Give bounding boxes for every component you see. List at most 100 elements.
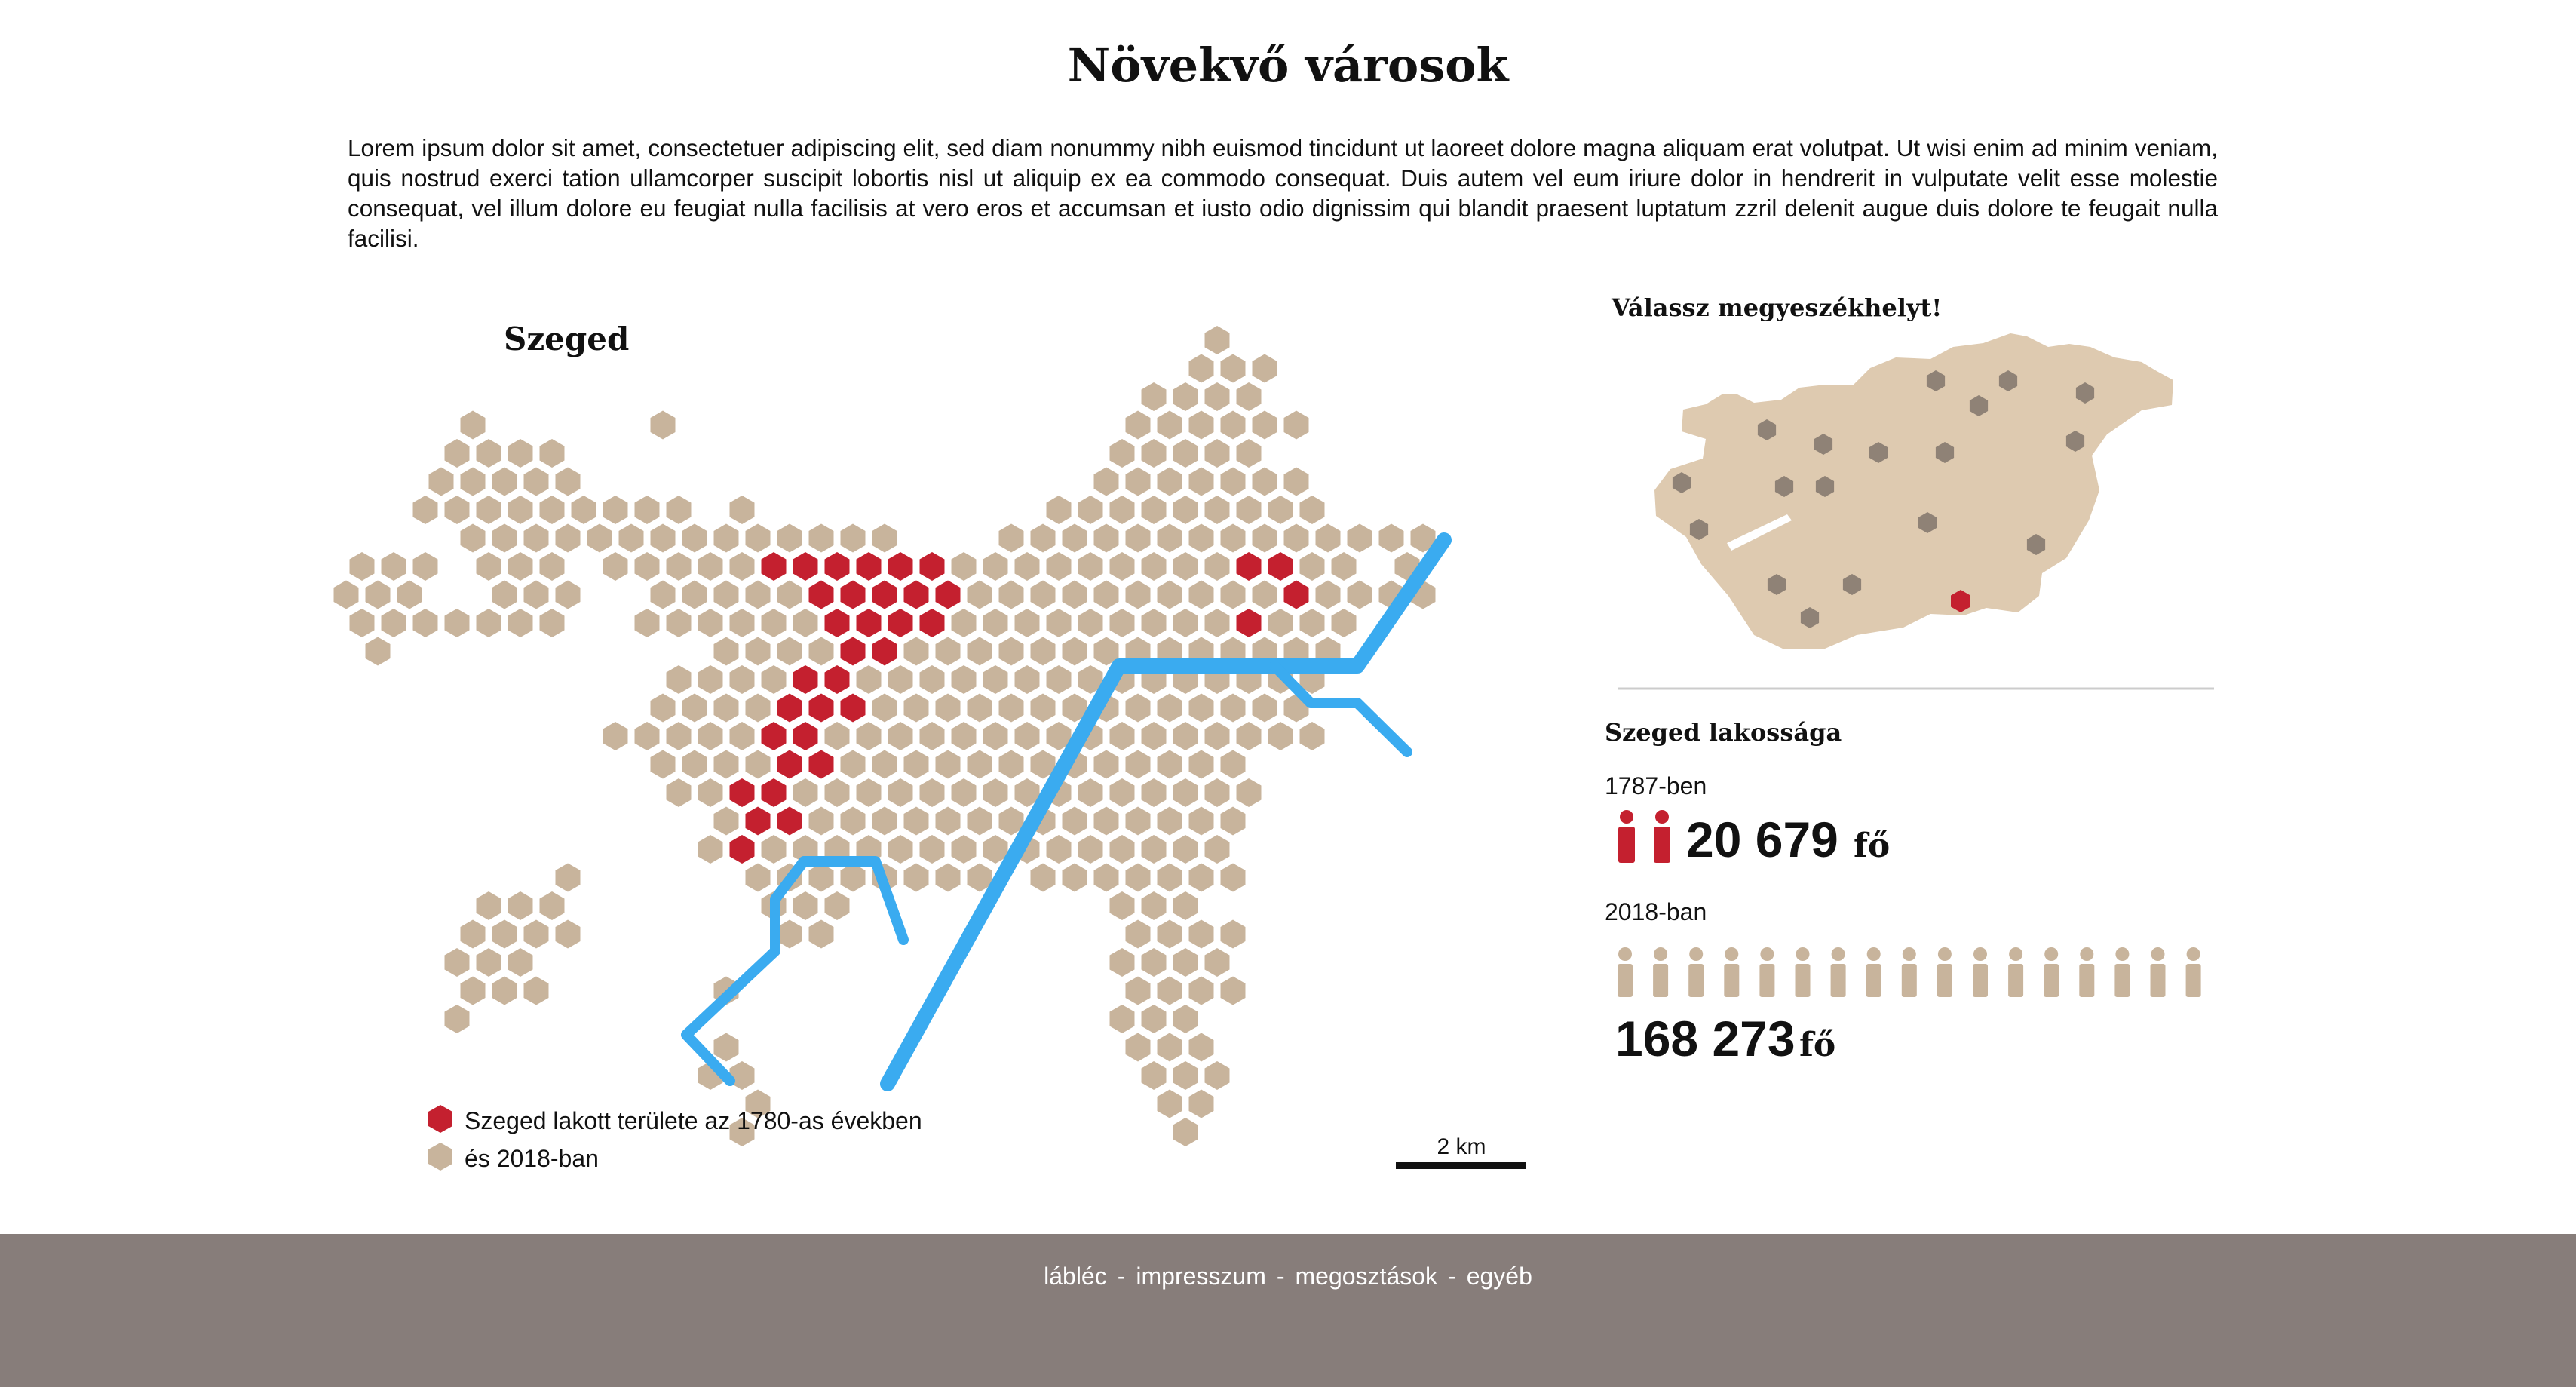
hex-cell-2018 xyxy=(919,722,945,750)
county-seat-marker[interactable] xyxy=(1689,519,1709,540)
hex-cell-2018 xyxy=(1030,580,1056,609)
county-seat-marker[interactable] xyxy=(1815,476,1835,497)
county-seat-marker[interactable] xyxy=(1800,607,1820,628)
county-seat-marker[interactable] xyxy=(1935,442,1955,463)
county-seat-marker[interactable] xyxy=(2026,534,2046,555)
hex-cell-2018 xyxy=(1141,552,1167,581)
county-seat-marker[interactable] xyxy=(1842,574,1862,595)
scale-label: 2 km xyxy=(1437,1134,1486,1159)
county-seat-marker[interactable] xyxy=(1926,370,1946,391)
county-seat-marker[interactable] xyxy=(1672,472,1691,493)
year2-unit: fő xyxy=(1799,1026,1835,1064)
hex-cell-2018 xyxy=(1252,580,1277,609)
footer: lábléc - impresszum - megosztások - egyéb xyxy=(0,1234,2576,1387)
hex-cell-2018 xyxy=(1125,580,1151,609)
hex-cell-2018 xyxy=(1188,523,1214,553)
legend-new-label: és 2018-ban xyxy=(465,1145,599,1172)
hex-cell-2018 xyxy=(1125,976,1151,1005)
footer-separator: - xyxy=(1117,1263,1126,1290)
hex-cell-2018 xyxy=(1188,580,1214,609)
hex-cell-2018 xyxy=(1315,580,1341,609)
hex-cell-2018 xyxy=(476,552,501,581)
hungary-outline xyxy=(1654,333,2173,649)
county-seat-marker[interactable] xyxy=(1969,395,1989,416)
footer-link-megosztasok[interactable]: megosztások xyxy=(1295,1263,1438,1290)
hex-cell-2018 xyxy=(888,778,913,807)
county-seat-marker[interactable] xyxy=(1767,574,1786,595)
hex-cell-2018 xyxy=(603,496,628,524)
hex-cell-2018 xyxy=(951,722,977,750)
hex-cell-2018 xyxy=(476,891,501,920)
county-seat-marker[interactable] xyxy=(1774,476,1794,497)
footer-link-lablec[interactable]: lábléc xyxy=(1044,1263,1107,1290)
hex-cell-2018 xyxy=(682,523,707,553)
hex-cell-2018 xyxy=(539,496,565,524)
hex-cell-2018 xyxy=(1125,1033,1151,1062)
population-1787-icons xyxy=(1618,810,1670,863)
hex-cell-2018 xyxy=(1014,778,1040,807)
hex-cell-2018 xyxy=(983,609,1008,637)
hex-cell-2018 xyxy=(919,665,945,694)
hex-cell-2018 xyxy=(1173,382,1198,411)
hex-cell-2018 xyxy=(903,806,929,836)
hex-cell-1780s xyxy=(1236,609,1262,637)
hex-cell-2018 xyxy=(555,467,581,496)
county-seat-marker[interactable] xyxy=(2065,431,2085,452)
county-seat-marker[interactable] xyxy=(1869,442,1888,463)
hex-cell-2018 xyxy=(1315,523,1341,553)
hex-cell-2018 xyxy=(1173,1061,1198,1090)
hex-cell-2018 xyxy=(1125,863,1151,892)
hex-cell-2018 xyxy=(523,976,549,1005)
county-seat-marker[interactable] xyxy=(2075,382,2095,404)
county-seat-marker[interactable] xyxy=(1998,370,2018,391)
hex-cell-2018 xyxy=(444,496,470,524)
hex-cell-1780s xyxy=(840,580,866,609)
hex-cell-2018 xyxy=(444,439,470,468)
person-icon xyxy=(2044,947,2059,997)
hex-cell-2018 xyxy=(1030,637,1056,666)
hex-cell-2018 xyxy=(729,609,755,637)
hex-cell-2018 xyxy=(1109,891,1135,920)
hex-cell-1780s xyxy=(793,665,818,694)
county-seat-marker[interactable] xyxy=(1757,419,1777,440)
hex-cell-2018 xyxy=(1283,467,1309,496)
hex-cell-2018 xyxy=(856,722,882,750)
hex-cell-2018 xyxy=(793,778,818,807)
hex-cell-2018 xyxy=(1078,496,1103,524)
year1-label: 1787-ben xyxy=(1605,772,1707,799)
footer-separator: - xyxy=(1448,1263,1456,1290)
hex-cell-2018 xyxy=(555,580,581,609)
hex-cell-2018 xyxy=(713,806,739,836)
hex-cell-2018 xyxy=(492,580,517,609)
county-seat-marker[interactable] xyxy=(1814,434,1833,455)
hex-cell-2018 xyxy=(1204,778,1230,807)
county-seat-marker-selected[interactable] xyxy=(1951,590,1970,612)
person-icon xyxy=(1866,947,1881,997)
hex-cell-2018 xyxy=(587,523,612,553)
hex-cell-1780s xyxy=(840,693,866,723)
hex-cell-2018 xyxy=(492,976,517,1005)
hex-cell-2018 xyxy=(1220,354,1246,383)
scale-line xyxy=(1396,1162,1526,1169)
hex-cell-2018 xyxy=(682,580,707,609)
hex-cell-2018 xyxy=(903,637,929,666)
hex-cell-2018 xyxy=(698,778,723,807)
hex-cell-2018 xyxy=(967,863,992,892)
person-icon xyxy=(1830,947,1846,997)
scale-bar: 2 km xyxy=(1396,1134,1526,1169)
hex-cell-2018 xyxy=(1109,948,1135,977)
county-seat-marker[interactable] xyxy=(1918,512,1937,533)
hex-cell-2018 xyxy=(539,439,565,468)
hex-cell-2018 xyxy=(1204,439,1230,468)
hex-cell-2018 xyxy=(1078,778,1103,807)
footer-link-egyeb[interactable]: egyéb xyxy=(1466,1263,1532,1290)
hex-cell-2018 xyxy=(872,693,897,723)
hex-cell-2018 xyxy=(1141,948,1167,977)
hex-cell-2018 xyxy=(333,580,359,609)
hex-cell-2018 xyxy=(634,722,660,750)
hex-cell-2018 xyxy=(1188,919,1214,949)
hex-cell-2018 xyxy=(1157,410,1182,440)
legend-old-swatch xyxy=(428,1105,452,1133)
footer-link-impresszum[interactable]: impresszum xyxy=(1136,1263,1266,1290)
hex-cell-2018 xyxy=(951,835,977,864)
